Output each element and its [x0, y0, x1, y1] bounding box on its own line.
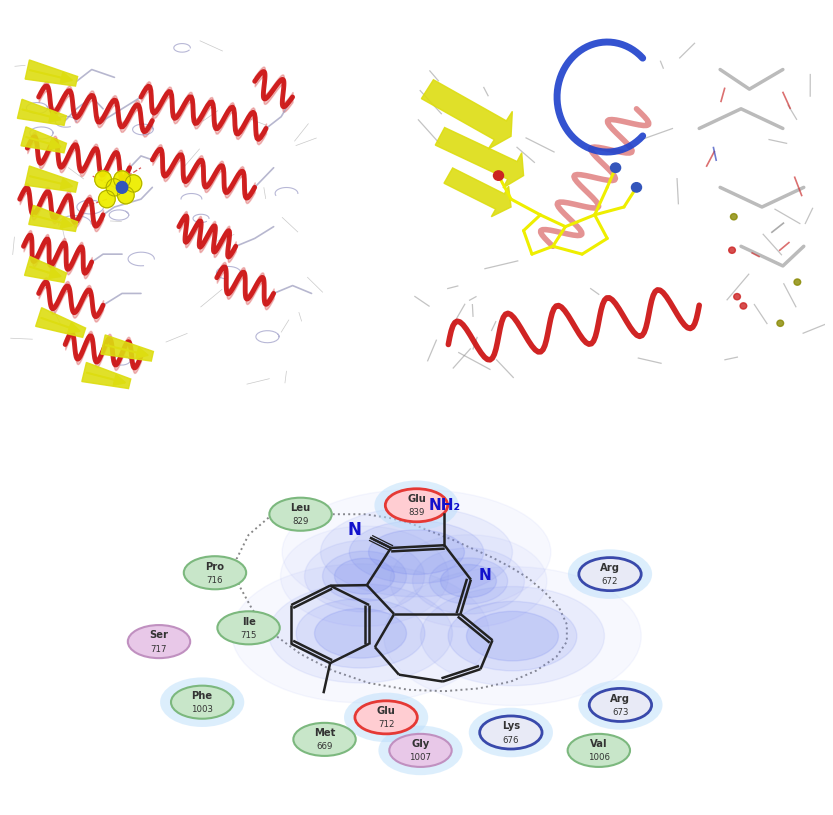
Ellipse shape: [429, 558, 507, 604]
Ellipse shape: [441, 565, 496, 597]
Text: 669: 669: [317, 742, 332, 751]
Ellipse shape: [448, 601, 576, 671]
Ellipse shape: [579, 557, 641, 591]
Ellipse shape: [480, 716, 542, 749]
Ellipse shape: [171, 685, 233, 719]
Circle shape: [113, 171, 131, 188]
Ellipse shape: [305, 540, 425, 612]
Ellipse shape: [349, 521, 484, 584]
Ellipse shape: [589, 689, 651, 721]
Ellipse shape: [384, 566, 641, 706]
Text: Phe: Phe: [192, 691, 212, 701]
Ellipse shape: [378, 725, 462, 775]
Text: 716: 716: [207, 576, 223, 585]
Text: Ser: Ser: [149, 631, 168, 641]
Text: Met: Met: [314, 728, 335, 738]
Polygon shape: [25, 60, 77, 86]
Circle shape: [95, 171, 112, 188]
Circle shape: [631, 183, 641, 192]
Ellipse shape: [567, 734, 630, 767]
Text: N: N: [479, 568, 491, 583]
Text: 712: 712: [378, 720, 394, 729]
Circle shape: [734, 293, 741, 300]
Ellipse shape: [160, 677, 244, 727]
Ellipse shape: [374, 481, 459, 530]
Text: 1003: 1003: [192, 705, 213, 714]
Text: 829: 829: [292, 518, 309, 526]
Ellipse shape: [321, 507, 512, 597]
Circle shape: [106, 178, 122, 196]
Ellipse shape: [184, 556, 247, 589]
Text: 715: 715: [240, 631, 257, 640]
Ellipse shape: [469, 707, 553, 757]
Polygon shape: [421, 80, 512, 149]
Ellipse shape: [390, 535, 546, 628]
Text: 717: 717: [151, 645, 167, 654]
Text: Val: Val: [590, 739, 607, 749]
Ellipse shape: [322, 551, 407, 601]
Ellipse shape: [127, 625, 190, 659]
Circle shape: [611, 163, 621, 173]
Circle shape: [729, 247, 736, 253]
Ellipse shape: [386, 489, 447, 522]
Polygon shape: [82, 363, 131, 389]
Circle shape: [493, 171, 503, 180]
Text: N: N: [348, 521, 362, 539]
Text: Arg: Arg: [611, 694, 631, 703]
Ellipse shape: [282, 490, 551, 615]
Text: 676: 676: [502, 736, 519, 745]
Text: Arg: Arg: [600, 563, 620, 573]
Ellipse shape: [297, 599, 425, 668]
Text: Lys: Lys: [501, 721, 520, 731]
Text: Glu: Glu: [377, 706, 396, 716]
Circle shape: [740, 303, 746, 309]
Text: 839: 839: [408, 509, 425, 518]
Text: 672: 672: [601, 577, 618, 586]
Polygon shape: [17, 99, 67, 126]
Ellipse shape: [315, 609, 407, 659]
Ellipse shape: [368, 530, 465, 575]
Polygon shape: [21, 127, 67, 153]
Circle shape: [731, 214, 737, 220]
Text: 1007: 1007: [410, 753, 431, 763]
Ellipse shape: [217, 611, 280, 645]
Text: Glu: Glu: [407, 494, 426, 504]
Polygon shape: [444, 168, 511, 217]
Ellipse shape: [293, 723, 356, 756]
Polygon shape: [436, 127, 524, 188]
Text: 1006: 1006: [588, 753, 610, 763]
Ellipse shape: [232, 564, 489, 703]
Text: Ile: Ile: [242, 617, 256, 627]
Polygon shape: [36, 308, 86, 337]
Polygon shape: [24, 257, 67, 283]
Text: Pro: Pro: [206, 562, 224, 571]
Text: Gly: Gly: [412, 739, 430, 749]
Ellipse shape: [389, 734, 451, 767]
Ellipse shape: [269, 498, 332, 531]
Circle shape: [794, 279, 801, 285]
Polygon shape: [101, 335, 153, 361]
Circle shape: [125, 174, 142, 192]
Circle shape: [777, 320, 784, 326]
Polygon shape: [25, 166, 77, 192]
Ellipse shape: [268, 584, 452, 683]
Text: Leu: Leu: [291, 503, 311, 513]
Text: NH₂: NH₂: [428, 499, 461, 513]
Circle shape: [117, 187, 134, 204]
Ellipse shape: [344, 693, 428, 742]
Ellipse shape: [578, 681, 662, 729]
Ellipse shape: [335, 558, 395, 594]
Circle shape: [117, 182, 127, 193]
Polygon shape: [29, 205, 77, 231]
Ellipse shape: [568, 549, 652, 599]
Ellipse shape: [412, 548, 525, 614]
Ellipse shape: [466, 611, 558, 661]
Ellipse shape: [281, 526, 448, 626]
Ellipse shape: [355, 701, 417, 734]
Text: 673: 673: [612, 708, 629, 717]
Ellipse shape: [421, 587, 605, 685]
Circle shape: [98, 191, 115, 208]
